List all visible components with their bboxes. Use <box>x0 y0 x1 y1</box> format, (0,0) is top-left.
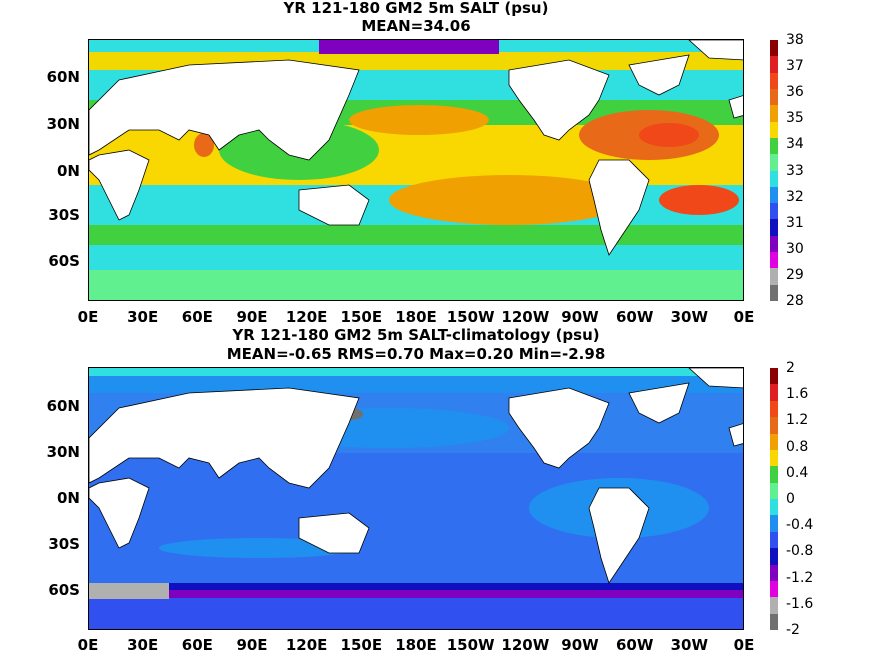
lat-label: 0N <box>57 489 80 507</box>
colorbar-tick-label: 30 <box>786 240 804 257</box>
panel2-subtitle: MEAN=-0.65 RMS=0.70 Max=0.20 Min=-2.98 <box>226 345 606 363</box>
lon-label: 90W <box>561 636 599 654</box>
lat-label: 60S <box>48 252 80 270</box>
colorbar-tick-label: -0.4 <box>786 517 814 534</box>
colorbar-tick-label: -2 <box>786 622 800 638</box>
colorbar-tick-label: 34 <box>786 136 804 153</box>
lat-label: 60N <box>46 397 80 415</box>
lon-label: 90E <box>236 308 268 326</box>
colorbar-tick-label: 35 <box>786 110 804 127</box>
lon-label: 0E <box>77 308 99 326</box>
lon-label: 90E <box>236 636 268 654</box>
lon-label: 0E <box>77 636 99 654</box>
lat-label: 60S <box>48 581 80 599</box>
colorbar-tick-label: -0.8 <box>786 543 814 560</box>
salinity-map <box>88 39 744 301</box>
lon-label: 120E <box>285 308 328 326</box>
lat-label: 60N <box>46 68 80 86</box>
colorbar-tick-label: 1.6 <box>786 386 809 403</box>
lon-label: 150W <box>446 636 495 654</box>
colorbar-tick-label: 2 <box>786 360 795 376</box>
panel2-title: YR 121-180 GM2 5m SALT-climatology (psu) <box>232 326 600 344</box>
lat-label: 30S <box>48 535 80 553</box>
colorbar-tick-label: -1.6 <box>786 595 814 612</box>
lon-label: 180E <box>395 636 437 654</box>
lon-label: 60E <box>181 308 213 326</box>
difference-colorbar <box>770 368 778 630</box>
colorbar-tick-label: 0 <box>786 491 795 507</box>
lon-label: 0E <box>733 636 755 654</box>
lon-label: 150E <box>340 308 383 326</box>
salinity-difference-map <box>88 367 744 630</box>
lon-label: 120W <box>501 308 550 326</box>
colorbar-tick-label: -1.2 <box>786 569 814 586</box>
colorbar-tick-label: 0.4 <box>786 464 809 481</box>
lat-label: 0N <box>57 162 80 180</box>
lon-label: 180E <box>395 308 437 326</box>
colorbar-tick-label: 37 <box>786 58 804 75</box>
lon-label: 120W <box>501 636 550 654</box>
colorbar-tick-label: 0.8 <box>786 438 809 455</box>
lon-label: 30E <box>127 308 159 326</box>
colorbar-tick-label: 28 <box>786 293 804 309</box>
lat-label: 30S <box>48 206 80 224</box>
colorbar-tick-label: 29 <box>786 266 804 283</box>
panel1-subtitle: MEAN=34.06 <box>361 17 471 35</box>
lon-label: 60W <box>615 308 654 326</box>
colorbar-tick-label: 33 <box>786 162 804 179</box>
lat-label: 30N <box>46 115 80 133</box>
lon-label: 150W <box>446 308 495 326</box>
colorbar-tick-label: 31 <box>786 214 804 231</box>
lon-label: 90W <box>561 308 599 326</box>
lon-label: 0E <box>733 308 755 326</box>
lon-label: 60E <box>181 636 213 654</box>
panel1-title: YR 121-180 GM2 5m SALT (psu) <box>283 0 549 17</box>
colorbar-tick-label: 36 <box>786 84 804 101</box>
lon-label: 150E <box>340 636 383 654</box>
lon-label: 30E <box>127 636 159 654</box>
salinity-colorbar <box>770 40 778 301</box>
lon-label: 120E <box>285 636 328 654</box>
colorbar-tick-label: 38 <box>786 32 804 48</box>
colorbar-tick-label: 32 <box>786 188 804 205</box>
lat-label: 30N <box>46 443 80 461</box>
lon-label: 30W <box>670 636 709 654</box>
colorbar-tick-label: 1.2 <box>786 412 809 429</box>
lon-label: 60W <box>615 636 654 654</box>
lon-label: 30W <box>670 308 709 326</box>
